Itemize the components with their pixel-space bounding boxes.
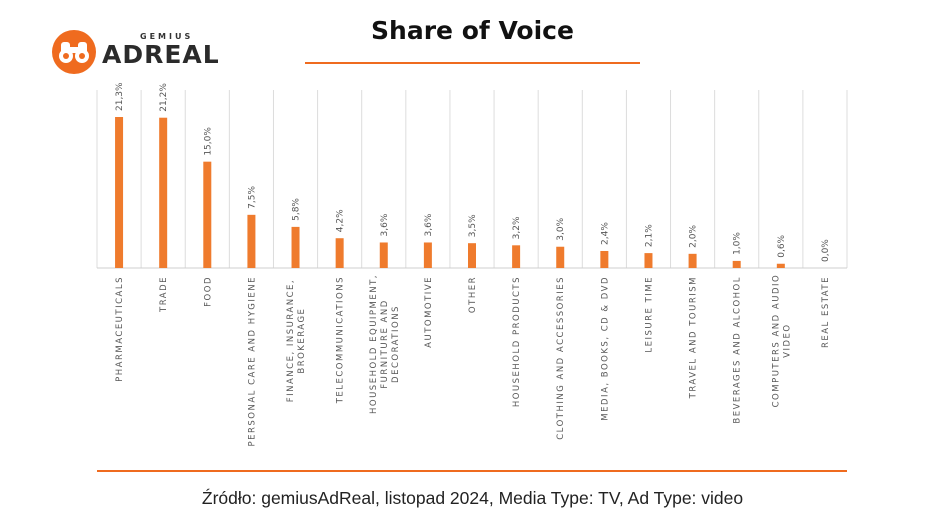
tick-label: TELECOMMUNICATIONS — [336, 276, 346, 404]
bar-telecommunications — [335, 238, 344, 268]
bar-leisure-time — [644, 253, 653, 268]
bar-beverages-and-alcohol — [732, 260, 741, 268]
source-note: Źródło: gemiusAdReal, listopad 2024, Med… — [201, 488, 744, 508]
tick-label-line: OTHER — [468, 276, 478, 313]
tick-label: REAL ESTATE — [821, 276, 831, 348]
tick-label-line: AUTOMOTIVE — [424, 276, 434, 348]
bar-computers-and-audio-video — [776, 263, 785, 268]
bar-household-products — [512, 245, 521, 268]
tick-label: CLOTHING AND ACCESSORIES — [556, 276, 566, 440]
tick-label: HOUSEHOLD EQUIPMENT,FURNITURE ANDDECORAT… — [369, 274, 401, 414]
tick-label-line: COMPUTERS AND AUDIO — [771, 274, 781, 408]
data-label: 0,6% — [777, 234, 787, 257]
tick-label-line: BEVERAGES AND ALCOHOL — [733, 276, 743, 424]
tick-label: HOUSEHOLD PRODUCTS — [512, 276, 522, 407]
tick-label: PERSONAL CARE AND HYGIENE — [247, 276, 257, 447]
tick-label-line: FINANCE, INSURANCE, — [286, 279, 296, 402]
tick-label: OTHER — [468, 276, 478, 313]
data-label: 4,2% — [336, 209, 346, 232]
tick-label-line: TELECOMMUNICATIONS — [336, 276, 346, 404]
footer-divider — [97, 470, 847, 472]
bar-pharmaceuticals — [115, 117, 124, 268]
tick-label-line: TRAVEL AND TOURISM — [689, 276, 699, 399]
tick-label-line: TRADE — [159, 276, 169, 313]
data-label: 2,0% — [689, 225, 699, 248]
tick-label: FOOD — [203, 276, 213, 307]
bar-other — [468, 243, 476, 268]
tick-label: AUTOMOTIVE — [424, 276, 434, 348]
tick-label-line: PHARMACEUTICALS — [115, 276, 125, 382]
data-label: 7,5% — [247, 186, 257, 209]
data-label: 3,6% — [380, 213, 390, 236]
tick-label: COMPUTERS AND AUDIOVIDEO — [771, 274, 792, 408]
data-label: 2,1% — [644, 224, 654, 247]
data-label: 1,0% — [733, 232, 743, 255]
binoculars-icon — [52, 30, 96, 74]
tick-label-line: PERSONAL CARE AND HYGIENE — [247, 276, 257, 447]
chart-title: Share of Voice — [371, 16, 574, 45]
bar-chart: 21,3% PHARMACEUTICALS 21,2% TRADE 15,0% FOOD 7… — [96, 82, 848, 447]
data-label: 15,0% — [203, 127, 213, 156]
data-label: 3,2% — [512, 216, 522, 239]
data-label: 5,8% — [292, 198, 302, 221]
tick-label-line: FURNITURE AND — [380, 299, 390, 389]
bar-household-equipment-furniture-and-decorations — [379, 242, 388, 268]
data-label: 2,4% — [600, 222, 610, 245]
data-label: 21,3% — [115, 82, 125, 111]
tick-label-line: VIDEO — [782, 323, 792, 357]
data-label: 3,6% — [424, 213, 434, 236]
tick-label-line: CLOTHING AND ACCESSORIES — [556, 276, 566, 440]
bar-finance-insurance-brokerage — [291, 226, 300, 268]
tick-label: LEISURE TIME — [644, 276, 654, 353]
tick-label-line: LEISURE TIME — [644, 276, 654, 353]
tick-label-line: HOUSEHOLD EQUIPMENT, — [369, 274, 379, 414]
tick-label-line: MEDIA, BOOKS, CD & DVD — [600, 276, 610, 421]
adreal-logo: GEMIUS ADREAL — [52, 30, 222, 76]
title-underline — [305, 62, 640, 64]
tick-label: TRADE — [159, 276, 169, 313]
bar-automotive — [423, 242, 432, 268]
bar-food — [203, 161, 212, 268]
tick-label: TRAVEL AND TOURISM — [689, 276, 699, 399]
tick-label-line: HOUSEHOLD PRODUCTS — [512, 276, 522, 407]
tick-label: BEVERAGES AND ALCOHOL — [733, 276, 743, 424]
tick-label: PHARMACEUTICALS — [115, 276, 125, 382]
logo-brand-name: ADREAL — [102, 40, 220, 69]
tick-label-line: BROKERAGE — [297, 308, 307, 374]
bar-travel-and-tourism — [688, 253, 697, 268]
tick-label-line: REAL ESTATE — [821, 276, 831, 348]
bar-clothing-and-accessories — [556, 246, 565, 268]
logo-brand-top: GEMIUS — [140, 32, 194, 41]
tick-label: MEDIA, BOOKS, CD & DVD — [600, 276, 610, 421]
bar-personal-care-and-hygiene — [247, 214, 256, 268]
bar-media-books-cd-dvd — [600, 250, 609, 268]
data-label: 3,5% — [468, 214, 478, 237]
data-label: 21,2% — [159, 83, 169, 112]
tick-label-line: DECORATIONS — [391, 305, 401, 383]
bar-trade — [159, 117, 168, 268]
tick-label: FINANCE, INSURANCE,BROKERAGE — [286, 279, 307, 402]
data-label: 0,0% — [821, 239, 831, 262]
data-label: 3,0% — [556, 217, 566, 240]
tick-label-line: FOOD — [203, 276, 213, 307]
